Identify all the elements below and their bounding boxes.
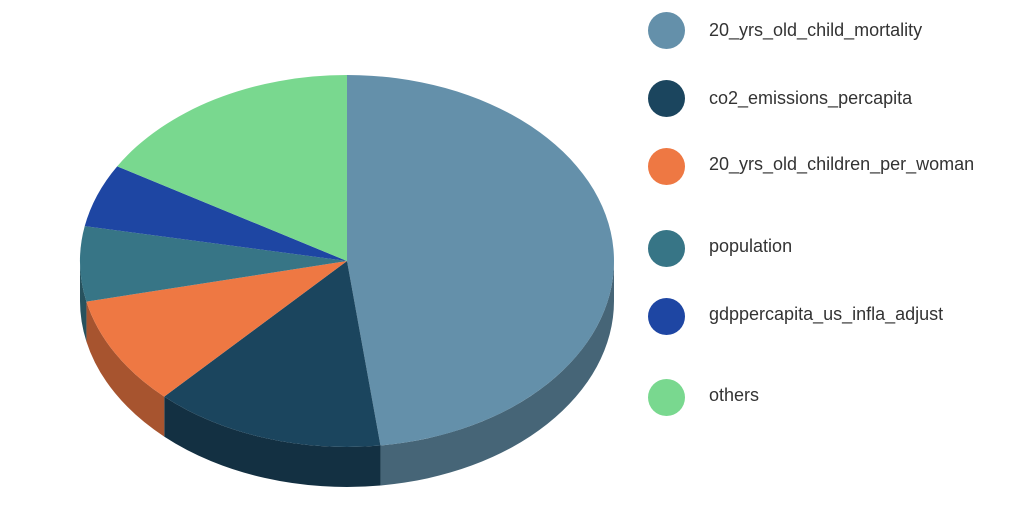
legend-swatch (648, 148, 685, 185)
pie-top-faces (79, 75, 614, 447)
pie-slice[interactable] (86, 261, 347, 397)
pie-slice-side (380, 261, 614, 486)
pie-slice[interactable] (117, 75, 347, 261)
pie-slice[interactable] (347, 75, 614, 446)
legend-swatch (648, 298, 685, 335)
pie-slice[interactable] (164, 261, 381, 447)
legend-label: gdppercapita_us_infla_adjust (709, 304, 944, 324)
legend-label: population (709, 236, 793, 256)
legend-label: 20_yrs_old_child_mortality (709, 20, 923, 40)
legend-swatch (648, 80, 685, 117)
legend-swatch (648, 230, 685, 267)
legend-label: others (709, 385, 760, 405)
pie-side-walls (80, 261, 614, 487)
legend-swatch (648, 379, 685, 416)
legend-swatch (648, 12, 685, 49)
pie-slice[interactable] (84, 166, 347, 261)
legend-label: 20_yrs_old_children_per_woman (709, 154, 975, 174)
pie-slice[interactable] (79, 226, 347, 302)
pie-slice-side (80, 261, 87, 342)
pie-slice-side (86, 301, 165, 437)
legend-label: co2_emissions_percapita (709, 88, 913, 108)
pie-slice-side (164, 396, 381, 487)
